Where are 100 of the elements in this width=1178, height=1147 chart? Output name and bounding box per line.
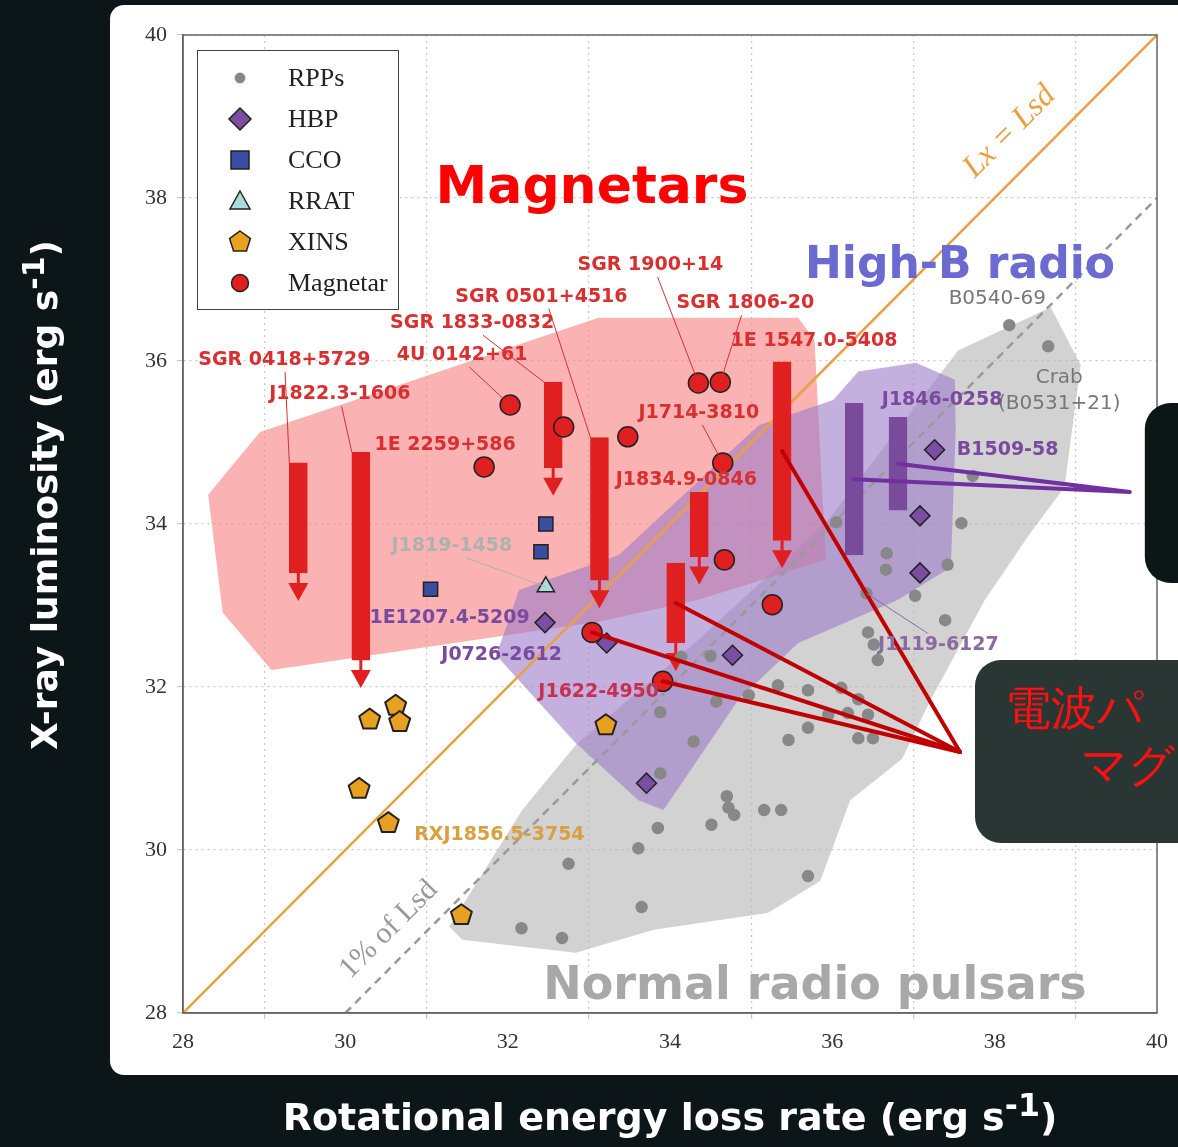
point [562, 857, 575, 871]
point [534, 611, 556, 634]
point [632, 842, 645, 855]
annotation: SGR 0418+5729 [198, 346, 371, 369]
annotation: B0540-69 [948, 285, 1046, 310]
point [720, 789, 734, 803]
y-tick-label: 34 [145, 509, 167, 535]
point [880, 547, 893, 560]
point [710, 695, 723, 708]
annotation: Magnetars [435, 155, 749, 215]
point [499, 394, 521, 416]
point [388, 710, 412, 732]
annotation: J0726-2612 [439, 641, 563, 664]
point [533, 543, 549, 560]
point [594, 713, 618, 736]
point [713, 549, 736, 571]
point [941, 558, 954, 571]
point [801, 869, 815, 883]
point [871, 653, 885, 667]
point [347, 776, 371, 799]
y-tick-label: 30 [145, 835, 167, 861]
point [635, 772, 658, 794]
point [654, 767, 667, 780]
point [1003, 318, 1016, 332]
y-tick-label: 36 [145, 346, 167, 372]
point [651, 821, 665, 835]
annotation: SGR 1833-0832 [390, 310, 555, 333]
x-tick-label: 28 [172, 1027, 194, 1053]
point [955, 516, 968, 530]
point [537, 516, 554, 532]
y-tick-label: 40 [145, 20, 167, 46]
x-tick-label: 30 [334, 1027, 357, 1053]
point [552, 416, 575, 438]
annotation: SGR 1900+14 [577, 251, 724, 274]
point [727, 808, 741, 822]
annotation: マグ [1081, 737, 1175, 794]
point [555, 931, 569, 945]
annotation: B1509-58 [956, 436, 1059, 459]
x-tick-label: 38 [983, 1027, 1006, 1053]
x-tick-label: 40 [1146, 1027, 1168, 1053]
point [830, 516, 843, 529]
point [654, 706, 667, 719]
annotation: J1714-3810 [636, 399, 760, 422]
point [801, 684, 815, 697]
y-tick-label: 38 [145, 183, 167, 209]
y-tick-label: 28 [145, 998, 167, 1024]
point [473, 456, 495, 478]
point [761, 593, 784, 616]
point [704, 649, 717, 663]
point [861, 708, 875, 721]
point [908, 589, 922, 602]
point [909, 562, 931, 584]
point [801, 721, 815, 734]
legend-label: XINS [288, 226, 349, 257]
point [909, 505, 931, 527]
annotation: 1E 2259+586 [374, 431, 516, 454]
legend-label: Magnetar [288, 267, 388, 298]
point [358, 707, 382, 730]
y-tick-label: 32 [145, 672, 167, 698]
point [617, 426, 639, 448]
point [923, 439, 946, 461]
x-axis-title: Rotational energy loss rate (erg s$^{-1}$) [282, 1087, 1058, 1139]
point [721, 644, 744, 666]
legend-label: HBP [288, 103, 339, 134]
annotation: J1819-1458 [389, 532, 513, 555]
point [449, 903, 473, 926]
text: 1% of Lsd [331, 871, 443, 984]
annotation: J1822.3-1606 [267, 381, 411, 404]
point [705, 818, 718, 831]
point [774, 803, 788, 817]
point [866, 732, 880, 745]
point [861, 626, 875, 639]
point [376, 811, 400, 833]
point [879, 563, 893, 576]
legend-label: RPPs [288, 62, 345, 93]
text: Lx = Lsd [953, 75, 1063, 185]
point [782, 733, 795, 747]
annotation: SGR 1806-20 [676, 290, 815, 313]
point [635, 900, 648, 914]
point [709, 371, 732, 393]
x-tick-label: 32 [496, 1027, 519, 1053]
legend-label: RRAT [288, 185, 355, 216]
annotation: 電波パ [1005, 680, 1144, 736]
point [687, 735, 700, 748]
annotation: 1E1207.4-5209 [369, 605, 530, 628]
annotation: SGR 0501+4516 [455, 283, 628, 306]
point [938, 613, 952, 627]
x-tick-label: 36 [821, 1027, 844, 1053]
point [757, 803, 771, 817]
point [852, 732, 865, 745]
point [1041, 340, 1055, 353]
annotation: Normal radio pulsars [543, 956, 1087, 1010]
point [771, 679, 785, 692]
x-tick-label: 34 [659, 1027, 681, 1053]
point [687, 372, 710, 394]
legend-label: CCO [288, 144, 342, 175]
annotation: J1622-4950 [536, 679, 660, 702]
annotation: RXJ1856.5-3754 [414, 822, 585, 845]
point [515, 921, 528, 935]
point [422, 581, 439, 598]
